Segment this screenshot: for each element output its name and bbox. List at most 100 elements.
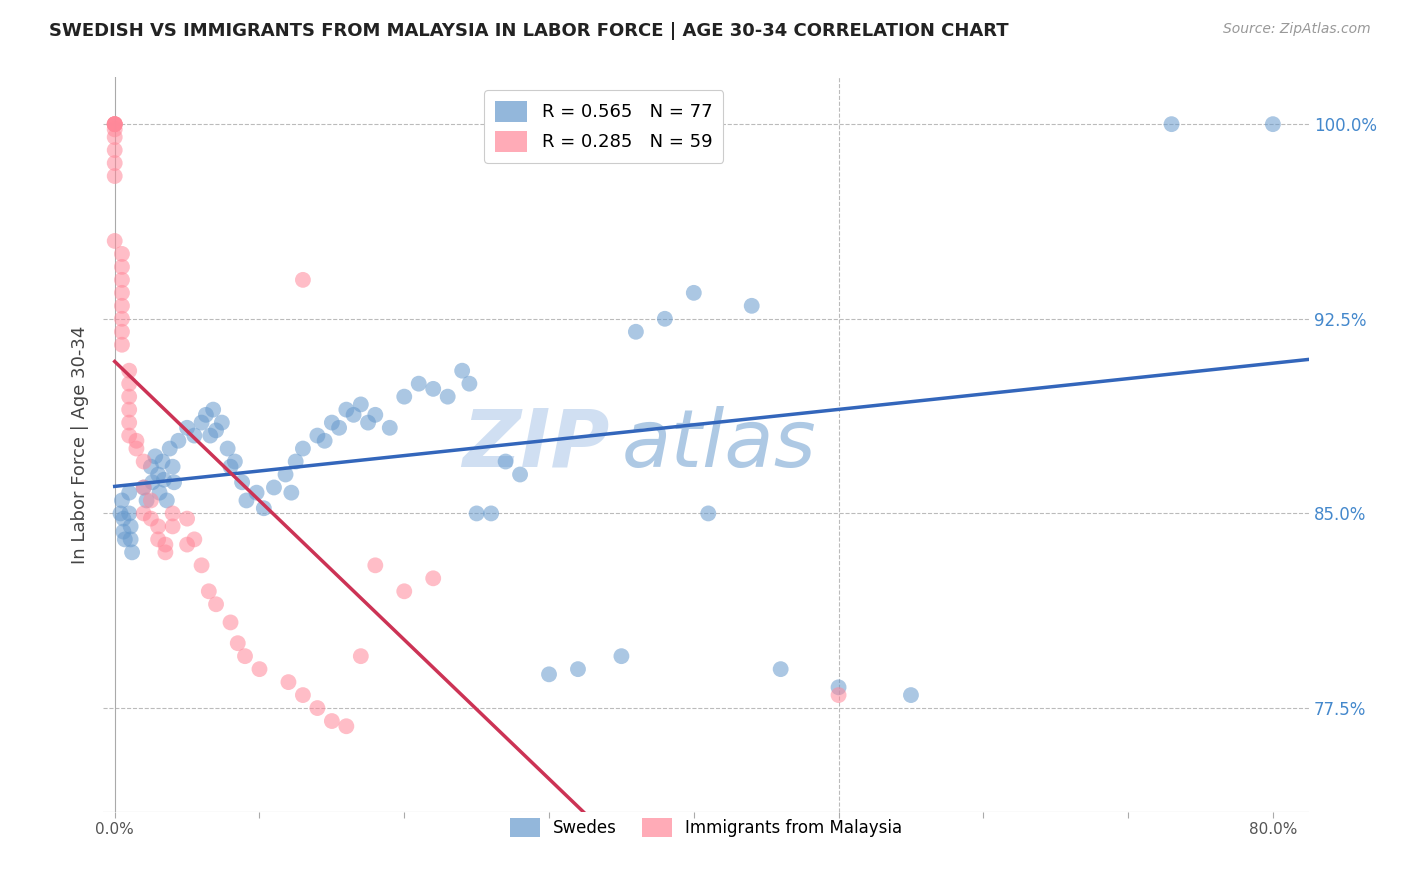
Point bbox=[357, 416, 380, 430]
Point bbox=[217, 442, 239, 456]
Point bbox=[104, 117, 127, 131]
Point bbox=[146, 519, 169, 533]
Point bbox=[156, 493, 179, 508]
Point bbox=[198, 584, 221, 599]
Point bbox=[321, 714, 343, 728]
Point bbox=[111, 299, 134, 313]
Point bbox=[291, 442, 314, 456]
Point bbox=[132, 481, 155, 495]
Point bbox=[610, 649, 633, 664]
Point bbox=[118, 390, 141, 404]
Point bbox=[226, 636, 249, 650]
Point bbox=[139, 459, 162, 474]
Point bbox=[769, 662, 792, 676]
Point bbox=[104, 169, 127, 183]
Point bbox=[132, 507, 155, 521]
Point bbox=[509, 467, 531, 482]
Point bbox=[342, 408, 364, 422]
Point bbox=[111, 325, 134, 339]
Point bbox=[118, 416, 141, 430]
Point bbox=[274, 467, 297, 482]
Point bbox=[176, 511, 198, 525]
Point bbox=[111, 260, 134, 274]
Point bbox=[350, 649, 373, 664]
Point bbox=[537, 667, 560, 681]
Point bbox=[408, 376, 430, 391]
Point bbox=[104, 117, 127, 131]
Point bbox=[141, 475, 163, 490]
Point bbox=[162, 507, 184, 521]
Point bbox=[394, 584, 416, 599]
Point bbox=[153, 473, 176, 487]
Point bbox=[458, 376, 481, 391]
Point bbox=[233, 649, 256, 664]
Point bbox=[146, 467, 169, 482]
Point bbox=[159, 442, 181, 456]
Point bbox=[183, 428, 205, 442]
Point bbox=[280, 485, 302, 500]
Y-axis label: In Labor Force | Age 30-34: In Labor Force | Age 30-34 bbox=[72, 326, 89, 564]
Point bbox=[245, 485, 267, 500]
Point bbox=[364, 558, 387, 573]
Point bbox=[104, 117, 127, 131]
Point bbox=[104, 156, 127, 170]
Point bbox=[149, 485, 172, 500]
Point bbox=[167, 434, 190, 448]
Point bbox=[163, 475, 186, 490]
Point bbox=[176, 421, 198, 435]
Point bbox=[1261, 117, 1284, 131]
Point bbox=[162, 459, 184, 474]
Point bbox=[1160, 117, 1182, 131]
Point bbox=[277, 675, 299, 690]
Point bbox=[263, 481, 285, 495]
Point bbox=[211, 416, 233, 430]
Point bbox=[111, 311, 134, 326]
Point bbox=[451, 364, 474, 378]
Point bbox=[139, 493, 162, 508]
Point bbox=[152, 454, 174, 468]
Point bbox=[110, 507, 132, 521]
Point bbox=[436, 390, 458, 404]
Point bbox=[104, 143, 127, 157]
Point bbox=[900, 688, 922, 702]
Point bbox=[120, 533, 142, 547]
Point bbox=[291, 688, 314, 702]
Point bbox=[219, 615, 242, 630]
Point bbox=[827, 681, 849, 695]
Point bbox=[741, 299, 763, 313]
Point bbox=[219, 459, 242, 474]
Point bbox=[155, 545, 177, 559]
Point bbox=[120, 519, 142, 533]
Point bbox=[335, 402, 357, 417]
Point bbox=[111, 285, 134, 300]
Point bbox=[364, 408, 387, 422]
Point bbox=[190, 416, 212, 430]
Point bbox=[118, 485, 141, 500]
Point bbox=[118, 402, 141, 417]
Point bbox=[111, 273, 134, 287]
Point bbox=[307, 701, 329, 715]
Text: Source: ZipAtlas.com: Source: ZipAtlas.com bbox=[1223, 22, 1371, 37]
Point bbox=[112, 511, 135, 525]
Point bbox=[118, 507, 141, 521]
Point bbox=[121, 545, 143, 559]
Point bbox=[205, 423, 228, 437]
Point bbox=[394, 390, 416, 404]
Point bbox=[235, 493, 257, 508]
Point bbox=[104, 122, 127, 136]
Point bbox=[321, 416, 343, 430]
Point bbox=[624, 325, 647, 339]
Point bbox=[176, 538, 198, 552]
Point bbox=[132, 454, 155, 468]
Point bbox=[125, 442, 148, 456]
Point bbox=[253, 501, 276, 516]
Point bbox=[249, 662, 271, 676]
Point bbox=[827, 688, 849, 702]
Point bbox=[567, 662, 589, 676]
Point bbox=[143, 450, 166, 464]
Point bbox=[378, 421, 401, 435]
Point bbox=[135, 493, 157, 508]
Point bbox=[465, 507, 488, 521]
Text: ZIP: ZIP bbox=[463, 406, 610, 483]
Point bbox=[654, 311, 676, 326]
